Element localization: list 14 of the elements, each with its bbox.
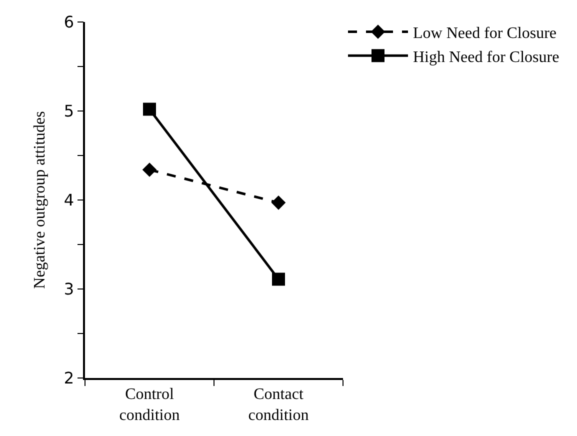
point [271,196,286,210]
y-axis-title: Negative outgroup attitudes [31,111,48,289]
x-tick-label: Control condition [119,386,180,424]
point [142,162,157,177]
point [143,102,156,116]
x-tick-label: Contact condition [248,386,309,424]
y-tick-label: 3 [64,280,74,299]
legend-label: Low Need for Closure [413,25,557,42]
y-tick-label: 4 [64,190,74,210]
point [272,272,285,286]
y-tick-label: 5 [64,102,74,121]
y-tick-label: 6 [64,12,74,32]
y-tick-label: 2 [64,368,74,388]
legend-label: High Need for Closure [413,48,560,66]
